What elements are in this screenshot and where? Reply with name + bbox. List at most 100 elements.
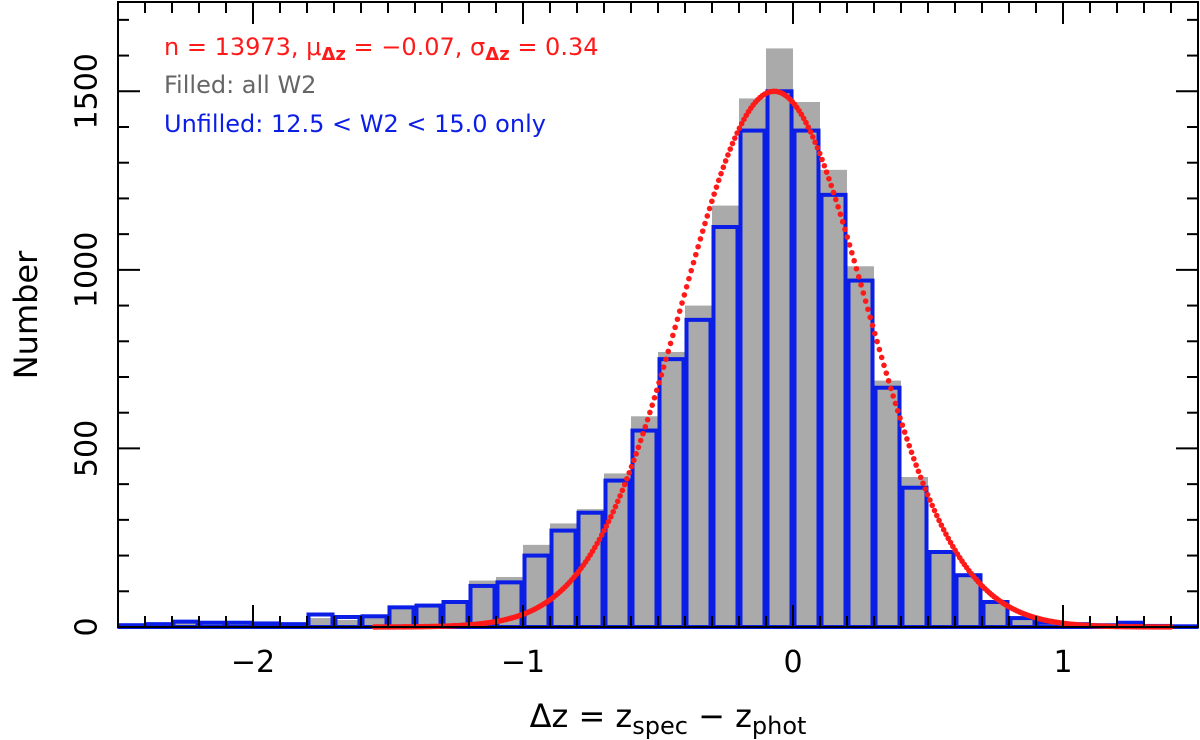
fit-point (722, 158, 729, 164)
fit-point (929, 502, 935, 509)
fit-point (621, 481, 628, 488)
stats-sigma-value: = 0.34 (510, 33, 599, 61)
fit-point (911, 455, 917, 462)
fit-point (860, 290, 867, 296)
fit-point (906, 442, 913, 449)
filled-bar (1009, 618, 1036, 627)
fit-point (842, 226, 848, 233)
filled-bar (874, 380, 901, 627)
fit-point (686, 275, 692, 282)
fit-point (683, 283, 690, 290)
fit-point (943, 531, 949, 537)
filled-bar (739, 98, 766, 627)
y-tick-label: 0 (70, 617, 105, 636)
fit-point (839, 218, 846, 225)
filled-bar (712, 205, 739, 628)
fit-point (814, 144, 821, 151)
x-axis-title: Δz = zspec − zphot (530, 697, 807, 740)
filled-histogram (118, 48, 1198, 628)
fit-point (869, 322, 876, 329)
fit-point (872, 330, 878, 337)
fit-point (670, 332, 676, 339)
fit-point (826, 175, 832, 182)
fit-point (612, 503, 619, 510)
fit-point (924, 491, 931, 498)
fit-point (945, 535, 952, 542)
fit-point (681, 292, 688, 298)
fit-point (803, 119, 809, 126)
stats-n-mu: n = 13973, μ (164, 33, 321, 61)
filled-bar (793, 102, 820, 627)
filled-bar (415, 607, 442, 627)
fit-point (624, 475, 630, 482)
x-tick-label: 1 (1053, 645, 1072, 680)
fit-point (853, 265, 860, 272)
fit-point (709, 198, 715, 205)
fit-point (819, 156, 825, 163)
fit-point (828, 182, 835, 189)
fit-point (631, 457, 637, 464)
filled-bar (685, 305, 712, 627)
fit-point (596, 536, 603, 543)
axis-ticks (117, 2, 1199, 628)
filled-bar (388, 609, 415, 627)
fit-point (867, 314, 874, 321)
fit-point (931, 507, 938, 514)
fit-point (660, 364, 667, 370)
fit-point (917, 474, 924, 481)
fit-point (667, 340, 674, 347)
fit-point (805, 124, 812, 130)
fit-point (807, 129, 814, 135)
fit-point (702, 220, 708, 227)
fit-point (890, 393, 896, 399)
fit-point (738, 120, 745, 127)
fit-point (729, 140, 736, 147)
fit-point (736, 125, 743, 132)
filled-bar (172, 622, 199, 627)
fit-point (933, 512, 940, 519)
x-tick-label: −2 (231, 645, 275, 680)
filled-bar (766, 48, 793, 627)
fit-point (614, 498, 621, 505)
fit-point (734, 130, 740, 136)
filled-bar (631, 416, 658, 627)
fit-point (688, 267, 695, 274)
fit-point (727, 146, 734, 152)
stats-mu-sigma: = −0.07, σ (346, 33, 485, 61)
fit-point (874, 338, 880, 345)
fit-point (603, 523, 610, 530)
fit-point (598, 532, 605, 538)
fit-point (810, 134, 816, 140)
y-axis-title: Number (7, 250, 45, 379)
fit-point (927, 497, 933, 503)
filled-bar (361, 617, 388, 627)
filled-bar (901, 477, 928, 627)
fit-point (888, 385, 894, 392)
fit-point (837, 211, 844, 218)
fit-point (635, 444, 642, 451)
fit-point (865, 306, 871, 313)
fit-point (904, 436, 910, 442)
x-title-sub2: phot (752, 712, 807, 740)
axis-tick-labels: −2 −1 0 1 0 500 1000 1500 (70, 53, 1073, 680)
fit-point (608, 513, 614, 520)
fit-point (594, 540, 600, 547)
x-tick-label: 0 (783, 645, 802, 680)
fit-point (715, 177, 722, 184)
filled-bar (307, 618, 334, 627)
y-tick-label: 1000 (70, 232, 105, 308)
fit-point (704, 213, 711, 219)
fit-point (605, 518, 612, 525)
fit-point (610, 508, 616, 515)
filled-bar (928, 552, 955, 627)
x-title-mid: − z (688, 697, 752, 735)
fit-point (725, 152, 731, 158)
fit-point (897, 415, 903, 421)
fit-point (851, 257, 857, 264)
fit-point (940, 526, 947, 533)
fit-point (908, 449, 915, 456)
filled-bar (469, 580, 496, 627)
fit-point (653, 387, 660, 394)
legend-unfilled-label: Unfilled: 12.5 < W2 < 15.0 only (164, 110, 546, 138)
